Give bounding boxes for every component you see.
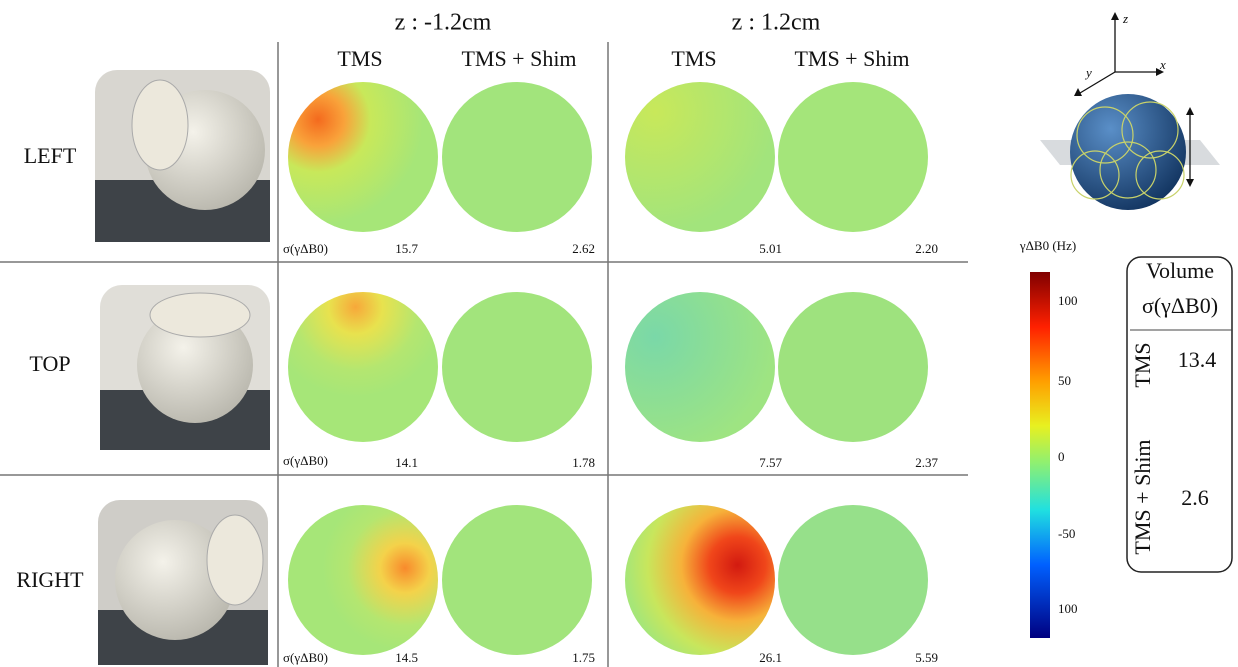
column-subtitle: TMS [671, 46, 716, 71]
sigma-value: 1.78 [572, 455, 595, 470]
sigma-value: 5.01 [759, 241, 782, 256]
sigma-value: 2.62 [572, 241, 595, 256]
field-map [778, 292, 928, 442]
sigma-label: σ(γΔB0) [283, 650, 328, 665]
field-map [442, 292, 592, 442]
sigma-value: 5.59 [915, 650, 938, 665]
photo [100, 285, 270, 450]
sigma-value: 15.7 [395, 241, 418, 256]
column-subtitle: TMS [337, 46, 382, 71]
volume-row-label: TMS + Shim [1130, 439, 1155, 554]
colorbar-tick: 100 [1058, 601, 1078, 616]
colorbar-label: γΔB0 (Hz) [1019, 238, 1076, 253]
colorbar [1030, 272, 1050, 638]
sigma-value: 1.75 [572, 650, 595, 665]
field-map [778, 82, 928, 232]
field-map [625, 82, 775, 232]
field-map [778, 505, 928, 655]
field-map [625, 292, 775, 442]
volume-value: 13.4 [1178, 347, 1217, 372]
sigma-value: 2.37 [915, 455, 938, 470]
field-map [442, 505, 592, 655]
field-map [288, 82, 438, 232]
axis-label: z [1122, 11, 1128, 26]
field-map [442, 82, 592, 232]
volume-metric: σ(γΔB0) [1142, 293, 1218, 318]
volume-title: Volume [1146, 258, 1214, 283]
colorbar-tick: -50 [1058, 526, 1075, 541]
sphere-icon: z y x [1040, 11, 1220, 210]
column-subtitle: TMS + Shim [794, 46, 909, 71]
row-label: TOP [29, 351, 70, 376]
field-map [625, 505, 775, 655]
sigma-value: 14.5 [395, 650, 418, 665]
column-title: z : 1.2cm [732, 10, 821, 36]
figure: z : -1.2cm z : 1.2cm TMS TMS + Shim TMS … [0, 0, 1238, 667]
colorbar-tick: 50 [1058, 373, 1071, 388]
colorbar-tick: 100 [1058, 293, 1078, 308]
axis-label: y [1084, 65, 1092, 80]
volume-row-label: TMS [1130, 342, 1155, 387]
row-label: LEFT [24, 143, 77, 168]
axis-label: x [1159, 57, 1166, 72]
field-map [288, 505, 438, 655]
volume-value: 2.6 [1181, 485, 1209, 510]
sigma-value: 7.57 [759, 455, 782, 470]
sigma-label: σ(γΔB0) [283, 453, 328, 468]
sigma-value: 14.1 [395, 455, 418, 470]
photo [95, 70, 270, 242]
column-title: z : -1.2cm [395, 10, 492, 36]
sigma-value: 26.1 [759, 650, 782, 665]
column-subtitle: TMS + Shim [461, 46, 576, 71]
field-map [288, 292, 438, 442]
sigma-value: 2.20 [915, 241, 938, 256]
sigma-label: σ(γΔB0) [283, 241, 328, 256]
colorbar-tick: 0 [1058, 449, 1065, 464]
photo [98, 500, 268, 665]
row-label: RIGHT [16, 567, 84, 592]
